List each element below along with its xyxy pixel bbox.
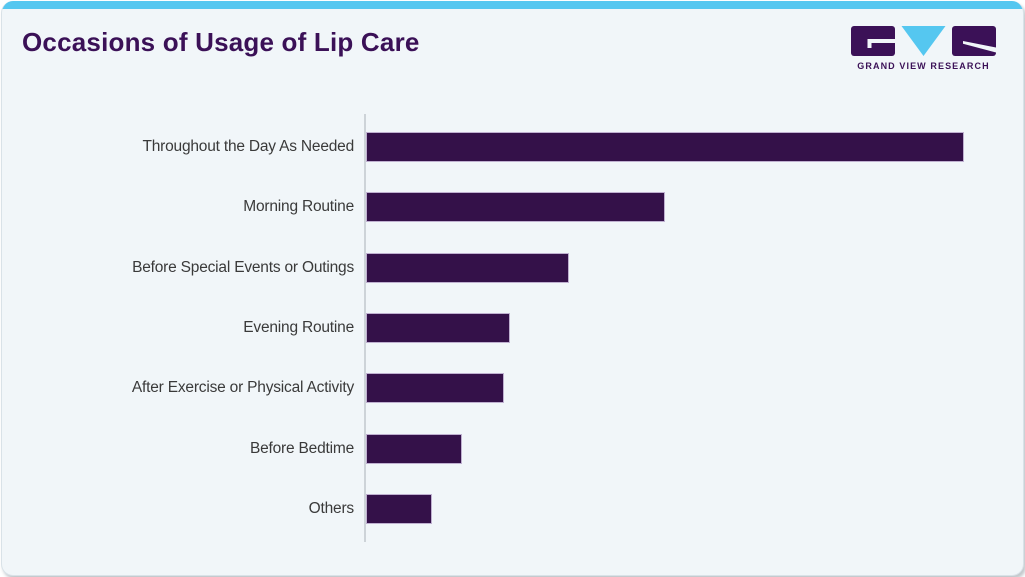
bar-row: Morning Routine: [2, 177, 1023, 237]
category-label: Before Bedtime: [249, 439, 354, 457]
gvr-logo-text: GRAND VIEW RESEARCH: [857, 61, 990, 71]
bar-row: Before Special Events or Outings: [2, 238, 1023, 298]
category-label: Morning Routine: [243, 198, 354, 216]
bar-row: Others: [2, 479, 1023, 539]
bar-row: Before Bedtime: [2, 418, 1023, 478]
bar-rows: Throughout the Day As Needed Morning Rou…: [2, 117, 1023, 539]
header: Occasions of Usage of Lip Care: [22, 27, 420, 58]
category-axis-line: [364, 114, 366, 542]
category-label: After Exercise or Physical Activity: [131, 379, 354, 397]
gvr-logo-icon: [851, 26, 996, 56]
category-label: Throughout the Day As Needed: [142, 138, 354, 156]
top-accent-bar: [2, 1, 1023, 9]
bar-row: After Exercise or Physical Activity: [2, 358, 1023, 418]
bar: [366, 433, 462, 464]
bar: [366, 373, 504, 404]
bar: [366, 252, 569, 283]
bar: [366, 132, 964, 163]
category-label: Before Special Events or Outings: [132, 258, 354, 276]
gvr-logo: GRAND VIEW RESEARCH: [851, 26, 996, 71]
bar: [366, 313, 510, 344]
bar-row: Evening Routine: [2, 298, 1023, 358]
bar: [366, 192, 665, 223]
bar-row: Throughout the Day As Needed: [2, 117, 1023, 177]
bar-chart: Throughout the Day As Needed Morning Rou…: [2, 114, 1023, 547]
category-label: Others: [308, 499, 355, 517]
page-title: Occasions of Usage of Lip Care: [22, 27, 420, 57]
category-label: Evening Routine: [243, 319, 354, 337]
bar: [366, 493, 432, 524]
